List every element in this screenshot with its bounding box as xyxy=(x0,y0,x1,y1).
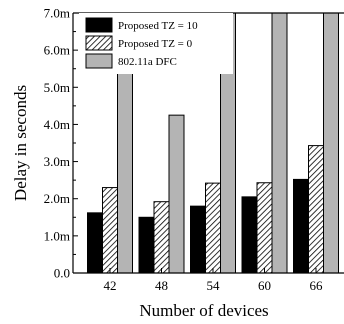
y-ticks: 0.0 1.0m 2.0m 3.0m 4.0m 5.0m 6.0m 7.0m xyxy=(44,6,78,281)
bars-group xyxy=(87,13,339,273)
y-axis-title: Delay in seconds xyxy=(11,85,30,201)
legend-label-2: Proposed TZ = 0 xyxy=(118,38,193,50)
x-tick-label-48: 48 xyxy=(155,278,168,293)
y-tick-label: 6.0m xyxy=(44,43,70,58)
bar-54-series-3 xyxy=(220,13,236,273)
bar-66-series-2 xyxy=(308,145,324,273)
x-tick-label-60: 60 xyxy=(258,278,271,293)
bar-60-series-3 xyxy=(271,13,288,273)
y-tick-label: 7.0m xyxy=(44,6,70,21)
legend-label-3: 802.11a DFC xyxy=(118,56,177,68)
x-tick-label-54: 54 xyxy=(207,278,221,293)
bar-42-series-2 xyxy=(102,187,118,273)
bar-42-series-1 xyxy=(87,212,103,273)
y-tick-label: 3.0m xyxy=(44,154,70,169)
bar-60-series-2 xyxy=(256,182,273,273)
y-tick-label: 5.0m xyxy=(44,80,70,95)
legend: Proposed TZ = 10 Proposed TZ = 0 802.11a… xyxy=(79,13,233,74)
bar-48-series-1 xyxy=(138,216,155,273)
bar-66-series-3 xyxy=(323,13,339,273)
bar-42-series-3 xyxy=(117,13,133,273)
x-tick-label-42: 42 xyxy=(104,278,117,293)
legend-swatch-3 xyxy=(85,53,113,69)
x-ticks: 42 48 54 60 66 xyxy=(104,268,324,293)
bar-48-series-3 xyxy=(168,114,185,273)
bar-48-series-2 xyxy=(153,201,170,273)
bar-66-series-1 xyxy=(293,178,309,273)
y-tick-label: 1.0m xyxy=(44,228,70,243)
legend-label-1: Proposed TZ = 10 xyxy=(118,20,198,32)
legend-swatch-1 xyxy=(85,17,113,33)
y-tick-label: 4.0m xyxy=(44,117,70,132)
bar-54-series-1 xyxy=(190,205,206,273)
bar-54-series-2 xyxy=(205,182,221,273)
bar-60-series-1 xyxy=(241,196,258,273)
x-tick-label-66: 66 xyxy=(310,278,324,293)
y-tick-label: 2.0m xyxy=(44,191,70,206)
legend-swatch-2 xyxy=(85,35,113,51)
x-axis-title: Number of devices xyxy=(139,301,268,320)
y-tick-label: 0.0 xyxy=(54,266,70,281)
